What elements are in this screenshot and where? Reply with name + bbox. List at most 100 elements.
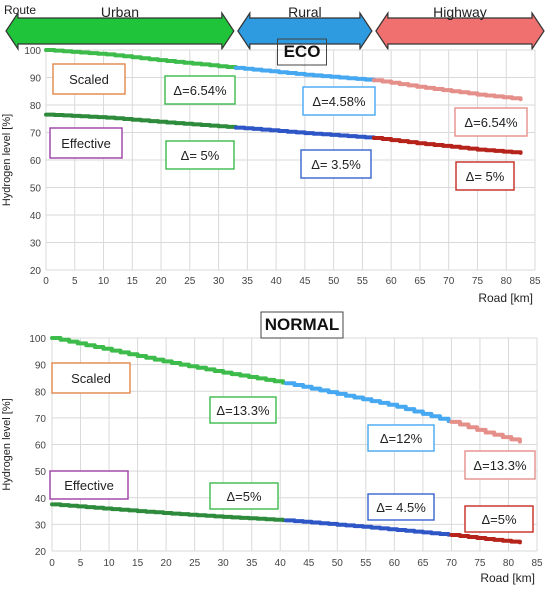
x-axis-label: Road [km] [480, 571, 535, 585]
delta-annotation-box [209, 482, 279, 510]
series-line-scaled-seg1 [233, 65, 376, 83]
delta-annotation: Δ=6.54% [173, 83, 227, 98]
series-label-box [52, 63, 126, 95]
series-line-scaled-seg0 [44, 48, 238, 70]
x-tick-label: 0 [49, 558, 55, 569]
x-tick-label: 45 [303, 558, 315, 569]
series-line-effective-seg0 [44, 112, 238, 130]
x-tick-label: 15 [127, 276, 139, 287]
x-tick-label: 20 [161, 558, 173, 569]
series-label-box [49, 127, 123, 159]
x-tick-label: 50 [332, 558, 344, 569]
delta-annotation: Δ=13.3% [473, 458, 527, 473]
delta-annotation-box [300, 149, 372, 179]
route-segment-label: Urban [101, 4, 139, 20]
x-axis-label: Road [km] [478, 291, 533, 305]
x-tick-label: 30 [213, 276, 225, 287]
route-arrow-urban [5, 11, 235, 51]
y-tick-label: 90 [30, 74, 42, 85]
route-label: Route [4, 3, 36, 17]
delta-annotation-box [165, 140, 235, 170]
x-tick-label: 35 [246, 558, 258, 569]
delta-annotation-box [455, 161, 515, 191]
delta-annotation: Δ=4.58% [312, 94, 366, 109]
x-tick-label: 80 [503, 558, 515, 569]
series-label-scaled: Scaled [71, 371, 111, 386]
delta-annotation-box [464, 505, 534, 533]
x-tick-label: 5 [78, 558, 84, 569]
route-bar: Route Urban Rural Highway [4, 3, 545, 51]
x-tick-label: 15 [132, 558, 144, 569]
y-tick-label: 70 [35, 414, 47, 425]
x-tick-label: 80 [501, 276, 513, 287]
series-line-effective-seg2 [371, 136, 523, 155]
route-arrow-highway [375, 11, 545, 51]
x-tick-label: 75 [472, 276, 484, 287]
y-tick-label: 90 [35, 361, 47, 372]
x-tick-label: 5 [72, 276, 78, 287]
x-tick-label: 10 [103, 558, 115, 569]
y-tick-label: 20 [35, 547, 47, 558]
y-tick-label: 30 [35, 520, 47, 531]
series-label-effective: Effective [64, 478, 114, 493]
x-tick-label: 85 [529, 276, 541, 287]
series-line-scaled-seg0 [50, 336, 286, 385]
route-segment-label: Highway [433, 4, 487, 20]
delta-annotation-box [367, 493, 435, 521]
x-tick-label: 30 [218, 558, 230, 569]
series-line-scaled-seg2 [371, 78, 523, 102]
y-tick-label: 80 [30, 101, 42, 112]
x-tick-label: 20 [155, 276, 167, 287]
series-line-effective-seg0 [50, 502, 286, 523]
delta-annotation-box [464, 450, 536, 480]
delta-annotation: Δ= 5% [181, 148, 220, 163]
x-tick-label: 40 [271, 276, 283, 287]
x-tick-label: 55 [357, 276, 369, 287]
x-tick-label: 60 [386, 276, 398, 287]
x-tick-label: 50 [328, 276, 340, 287]
y-tick-label: 20 [30, 266, 42, 277]
delta-annotation-box [164, 75, 236, 105]
x-tick-label: 70 [446, 558, 458, 569]
chart-title-box [277, 38, 327, 66]
series-label-scaled: Scaled [69, 72, 109, 87]
eco-chart: 20 30 40 50 60 70 80 90 100 0 5 10 15 20 25 30 35 40 45 50 5… [1, 38, 541, 305]
series-line-effective-seg1 [233, 125, 376, 140]
x-tick-label: 25 [184, 276, 196, 287]
y-axis-label: Hydrogen level [%] [1, 114, 13, 206]
delta-annotation-box [209, 396, 277, 424]
delta-annotation: Δ=12% [380, 431, 423, 446]
delta-annotation: Δ=5% [481, 512, 517, 527]
series-line-effective-seg1 [283, 518, 451, 537]
series-line-scaled-seg1 [283, 381, 451, 424]
x-tick-label: 85 [531, 558, 543, 569]
y-tick-label: 100 [29, 334, 46, 345]
y-tick-label: 40 [30, 211, 42, 222]
delta-annotation: Δ= 5% [466, 169, 505, 184]
y-tick-label: 40 [35, 494, 47, 505]
x-tick-label: 10 [98, 276, 110, 287]
series-line-effective-seg2 [449, 533, 522, 545]
x-tick-label: 75 [474, 558, 486, 569]
y-tick-label: 60 [30, 156, 42, 167]
chart-title: NORMAL [265, 315, 340, 334]
series-label-box [49, 470, 129, 500]
x-tick-label: 35 [242, 276, 254, 287]
x-tick-label: 60 [389, 558, 401, 569]
chart-title: ECO [284, 42, 321, 61]
y-tick-label: 50 [30, 184, 42, 195]
series-label-effective: Effective [61, 136, 111, 151]
delta-annotation: Δ=6.54% [464, 115, 518, 130]
delta-annotation: Δ= 4.5% [376, 500, 426, 515]
series-label-box [51, 362, 131, 394]
chart-title-box [260, 311, 344, 339]
x-tick-label: 65 [417, 558, 429, 569]
y-tick-label: 50 [35, 467, 47, 478]
x-tick-label: 40 [275, 558, 287, 569]
x-tick-label: 70 [443, 276, 455, 287]
x-tick-label: 45 [299, 276, 311, 287]
delta-annotation-box [367, 424, 435, 452]
x-tick-label: 65 [414, 276, 426, 287]
